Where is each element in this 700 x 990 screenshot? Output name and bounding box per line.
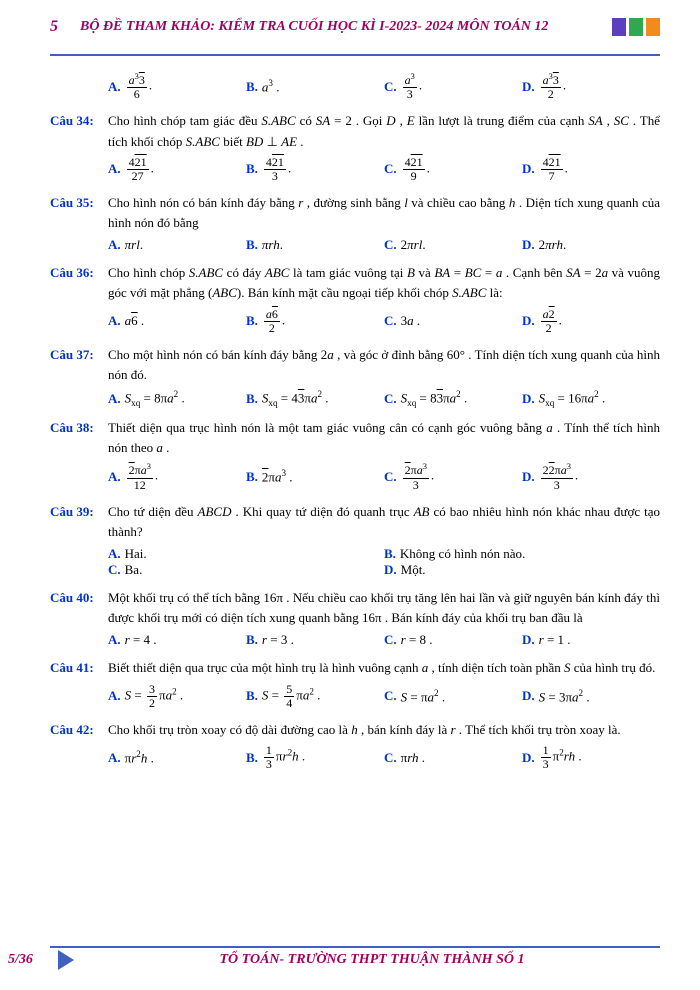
footer-line <box>50 946 660 948</box>
header-line <box>50 54 660 56</box>
choices-35: A.πrl . B.πrh . C.2πrl . D.2πrh . <box>108 237 660 253</box>
question-34: Câu 34: Cho hình chóp tam giác đều S.ABC… <box>50 111 660 151</box>
question-41: Câu 41: Biết thiết diện qua trục của một… <box>50 658 660 678</box>
choices-34: A.42127. B.4213. C.4219. D.4217. <box>108 156 660 183</box>
choice-d: D. a332. <box>522 72 660 101</box>
question-38: Câu 38: Thiết diện qua trục hình nón là … <box>50 418 660 458</box>
choice-c: C. a33. <box>384 72 522 101</box>
footer-title: TỔ TOÁN- TRƯỜNG THPT THUẬN THÀNH SỐ 1 <box>84 952 660 968</box>
choices-39: A.Hai. B.Không có hình nón nào. C.Ba. D.… <box>108 546 660 578</box>
choices-42: A.πr2h . B.13πr2h . C.πrh . D.13π2rh . <box>108 744 660 771</box>
page: 5 BỘ ĐỀ THAM KHẢO: KIỂM TRA CUỐI HỌC KÌ … <box>0 0 700 990</box>
choices-38: A.2πa312. B.2πa3 . C.2πa33. D.22πa33. <box>108 462 660 491</box>
choices-41: A.S = 32πa2 . B.S = 54πa2 . C.S = πa2 . … <box>108 683 660 710</box>
header-bars <box>612 18 660 36</box>
choices-36: A.a6 . B.a62. C.3a . D.a22. <box>108 308 660 335</box>
question-37: Câu 37: Cho một hình nón có bán kính đáy… <box>50 345 660 385</box>
question-35: Câu 35: Cho hình nón có bán kính đáy bằn… <box>50 193 660 233</box>
question-39: Câu 39: Cho tứ diện đều ABCD . Khi quay … <box>50 502 660 542</box>
prev-choices: A. a336. B. a3 . C. a33. D. a332. <box>108 72 660 101</box>
choice-b: B. a3 . <box>246 72 384 101</box>
header-title: BỘ ĐỀ THAM KHẢO: KIỂM TRA CUỐI HỌC KÌ I-… <box>80 19 604 35</box>
footer-page: 5/36 <box>0 952 58 968</box>
choice-a: A. a336. <box>108 72 246 101</box>
footer: 5/36 TỔ TOÁN- TRƯỜNG THPT THUẬN THÀNH SỐ… <box>0 946 700 970</box>
question-40: Câu 40: Một khối trụ có thể tích bằng 16… <box>50 588 660 628</box>
page-num-top: 5 <box>50 18 80 36</box>
arrow-icon <box>58 950 74 970</box>
choices-37: A.Sxq = 8πa2 . B.Sxq = 43πa2 . C.Sxq = 8… <box>108 389 660 408</box>
question-42: Câu 42: Cho khối trụ tròn xoay có độ dài… <box>50 720 660 740</box>
bar-3 <box>646 18 660 36</box>
choices-40: A.r = 4 . B.r = 3 . C.r = 8 . D.r = 1 . <box>108 632 660 648</box>
bar-2 <box>629 18 643 36</box>
bar-1 <box>612 18 626 36</box>
question-36: Câu 36: Cho hình chóp S.ABC có đáy ABC l… <box>50 263 660 303</box>
header: 5 BỘ ĐỀ THAM KHẢO: KIỂM TRA CUỐI HỌC KÌ … <box>50 18 660 36</box>
